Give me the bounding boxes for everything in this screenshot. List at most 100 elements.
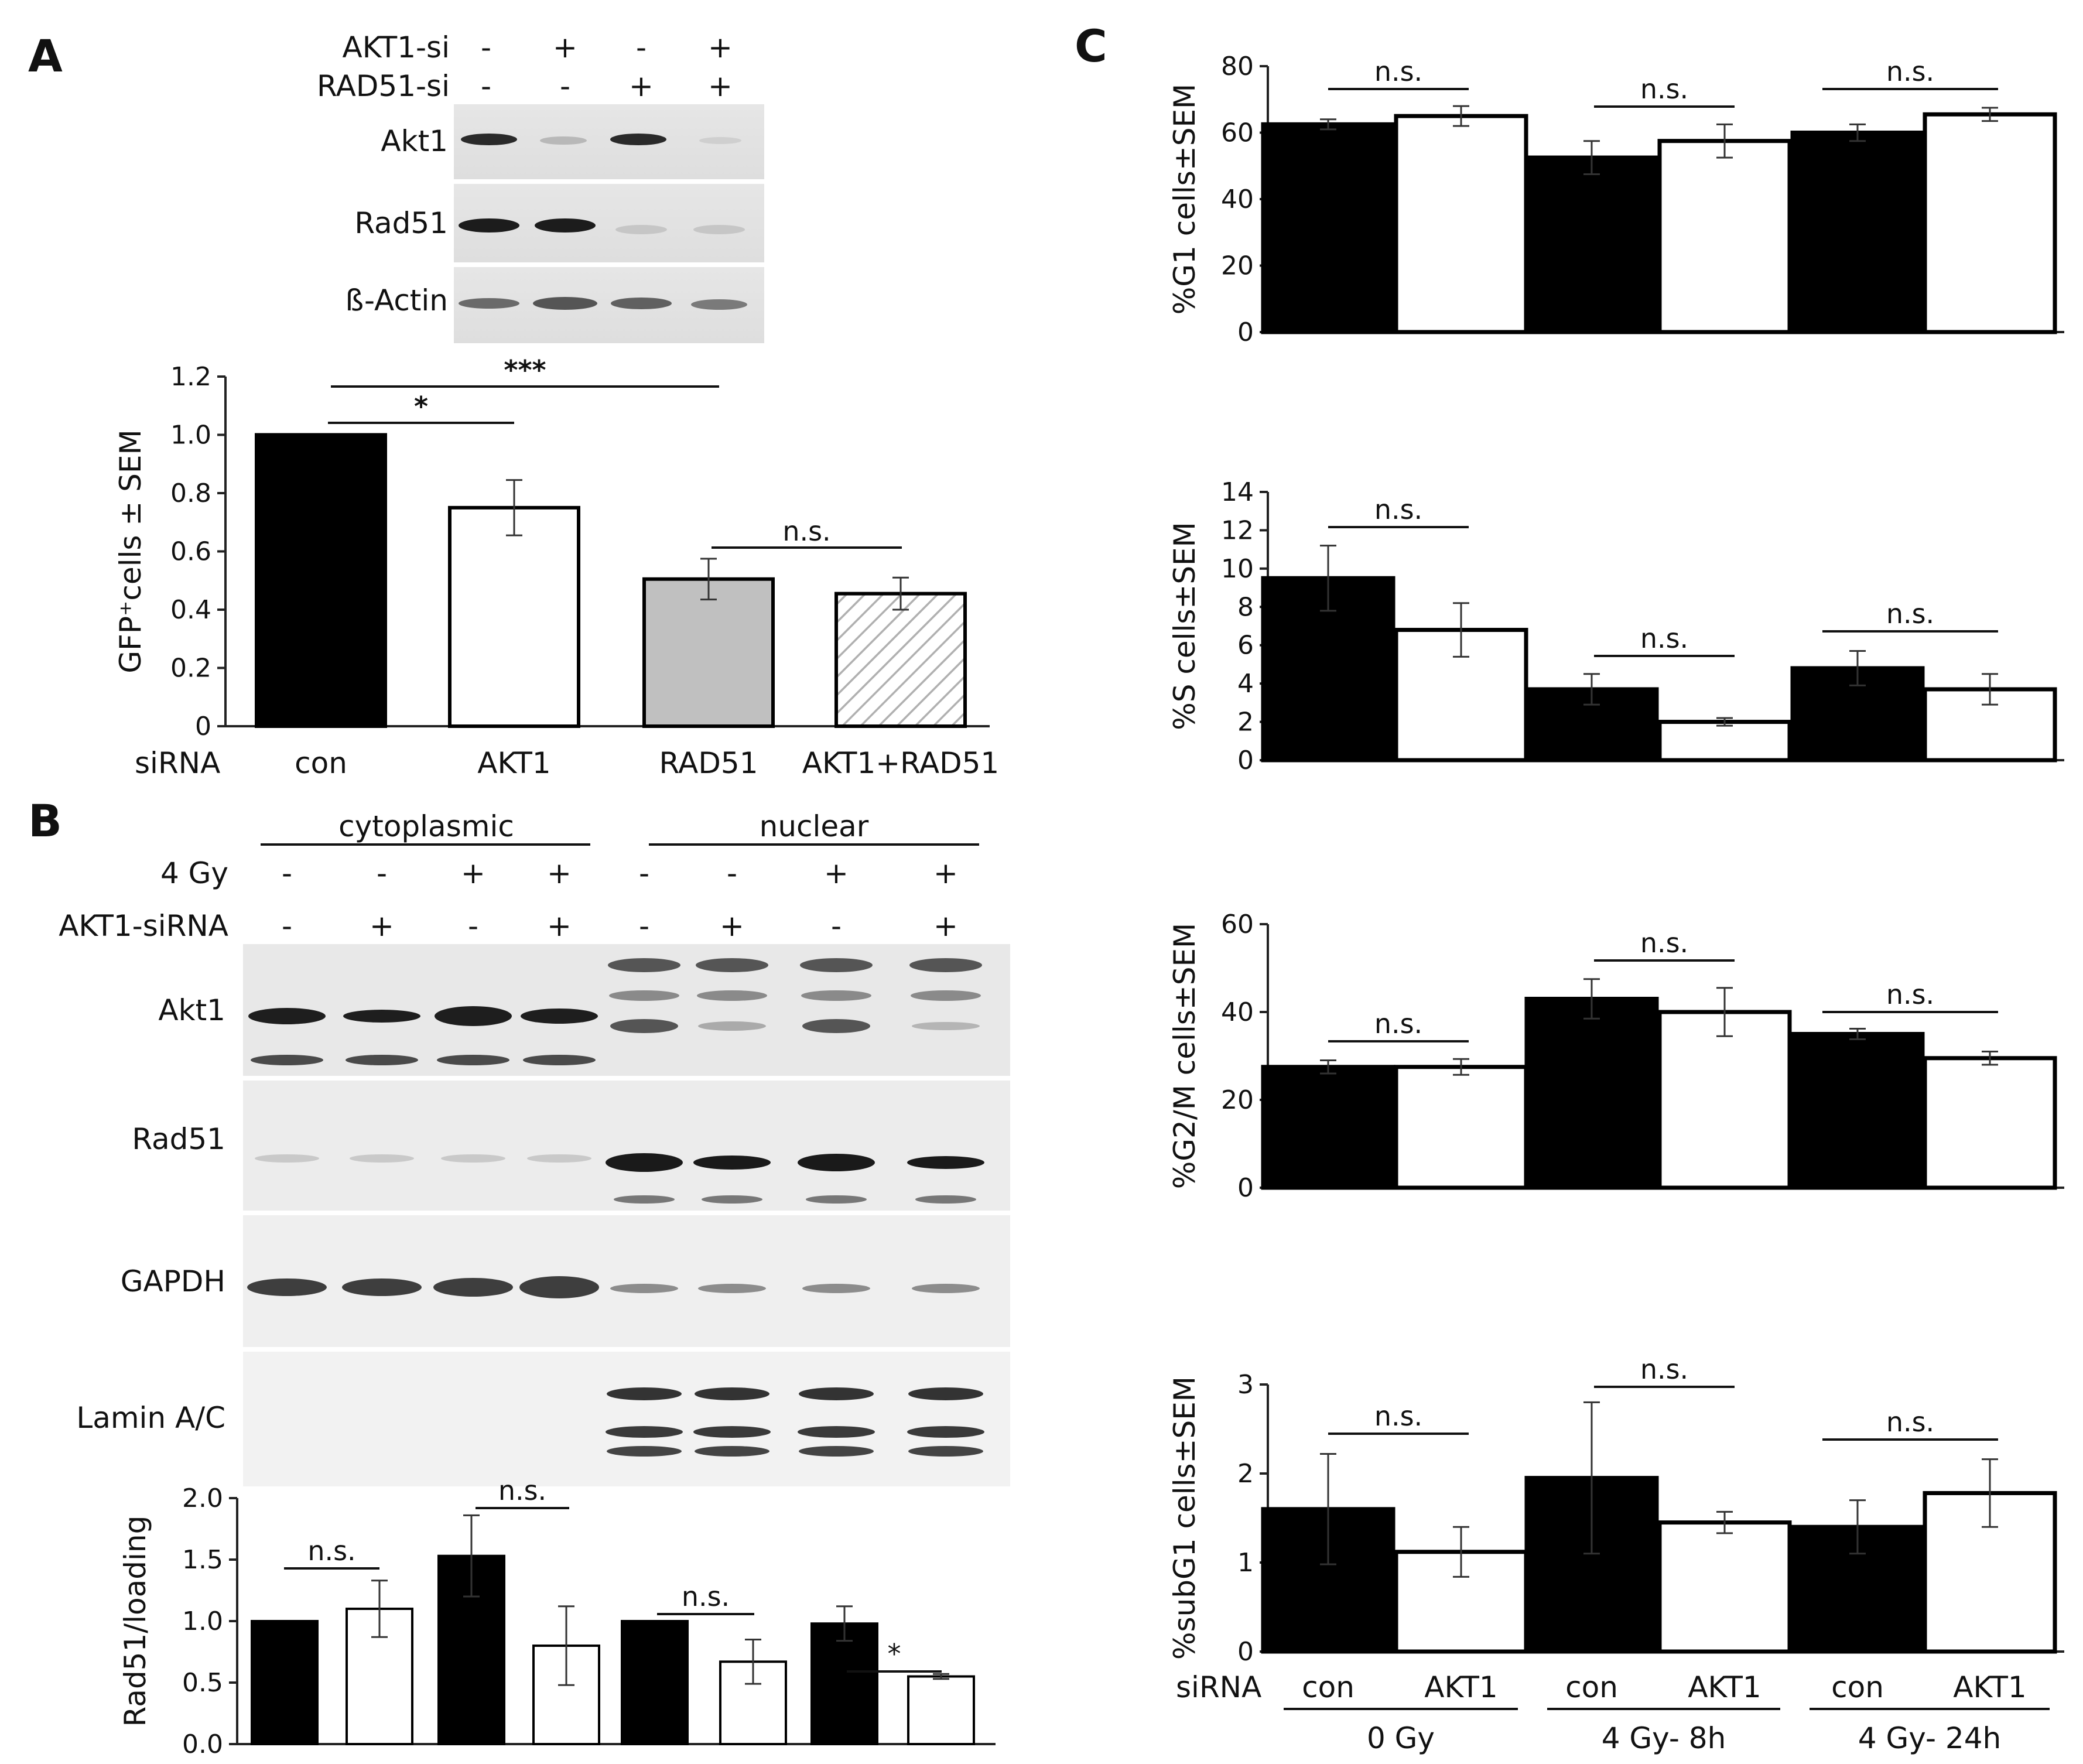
blot-b-sign: - (468, 909, 478, 943)
blot-band (342, 1278, 422, 1296)
blot-b-sign: - (831, 909, 842, 943)
blot-band (350, 1154, 414, 1163)
blot-band (702, 1195, 762, 1204)
significance-label: *** (504, 354, 546, 386)
y-tick-label: 40 (1221, 184, 1254, 214)
blot-band (610, 134, 666, 145)
x-category-label: con (295, 746, 347, 780)
blot-band (255, 1154, 319, 1163)
blot-a-condition-rad51: RAD51-si (317, 69, 450, 103)
panel-letter-b: B (28, 795, 62, 847)
blot-band (606, 1153, 683, 1172)
blot-band (695, 1387, 769, 1400)
blot-a-sign: - (481, 69, 491, 103)
panel-b-blot: cytoplasmic nuclear 4 Gy AKT1-siRNA - - + +… (59, 809, 1010, 1486)
y-tick-label: 14 (1221, 477, 1254, 507)
blot-band (908, 1446, 983, 1457)
blot-b-sign: + (720, 909, 744, 943)
blot-b-row-label: Akt1 (158, 993, 225, 1027)
blot-band (610, 1019, 678, 1033)
y-tick-label: 20 (1221, 251, 1254, 281)
blot-band (799, 1387, 874, 1400)
y-tick-label: 0.2 (170, 654, 211, 683)
blot-band (607, 1446, 682, 1457)
bar (1524, 997, 1659, 1190)
x-category-label: RAD51 (659, 746, 758, 780)
y-tick-label: 0.8 (170, 478, 211, 508)
bar (621, 1620, 689, 1745)
y-tick-label: 40 (1221, 997, 1254, 1027)
blot-band (907, 1426, 984, 1438)
significance-label: n.s. (1886, 56, 1934, 87)
y-axis-label: GFP⁺cells ± SEM (114, 429, 148, 673)
blot-b-sign: + (547, 909, 572, 943)
y-axis-label: Rad51/loading (118, 1516, 152, 1727)
y-tick-label: 6 (1237, 631, 1254, 661)
y-tick-label: 12 (1221, 515, 1254, 545)
blot-band (907, 1156, 984, 1169)
blot-b-condition-dose: 4 Gy (160, 856, 228, 890)
blot-band (461, 134, 517, 145)
significance-label: n.s. (1374, 494, 1422, 525)
y-tick-label: 2 (1237, 1459, 1254, 1489)
bar (1394, 1065, 1528, 1190)
blot-band (523, 1055, 596, 1065)
significance-label: n.s. (1640, 73, 1688, 105)
blot-band (696, 958, 768, 972)
blot-band (801, 990, 871, 1001)
bar (1790, 131, 1925, 334)
blot-band (608, 958, 680, 972)
blot-b-condition-sirna: AKT1-siRNA (59, 909, 228, 943)
y-tick-label: 3 (1237, 1370, 1254, 1400)
blot-band (606, 1426, 683, 1438)
y-tick-label: 1.0 (182, 1606, 223, 1636)
significance-label: n.s. (782, 515, 830, 547)
x-category-label: con (1302, 1670, 1355, 1704)
chart-a-gfp: 0 0.2 0.4 0.6 0.8 1.0 1.2 GFP⁺cells ± SEM con AKT… (114, 354, 999, 780)
blot-a-sign: + (629, 69, 654, 103)
y-axis-label: %S cells±SEM (1168, 522, 1202, 730)
x-category-label: con (1565, 1670, 1618, 1704)
blot-band (802, 1284, 870, 1293)
blot-b-sign: - (282, 909, 292, 943)
significance-label: n.s. (498, 1475, 546, 1506)
blot-band (346, 1055, 418, 1065)
blot-band (527, 1154, 591, 1163)
blot-a-sign: + (553, 30, 577, 64)
y-tick-label: 60 (1221, 118, 1254, 148)
bar (1790, 1032, 1925, 1190)
blot-b-fraction-cytoplasmic: cytoplasmic (338, 809, 514, 843)
y-tick-label: 0.4 (170, 595, 211, 625)
y-tick-label: 0.0 (182, 1729, 223, 1759)
x-category-label: con (1831, 1670, 1884, 1704)
significance-label: n.s. (1374, 56, 1422, 87)
blot-band (535, 218, 596, 233)
chart-c-subg1: 0 1 2 3 %subG1 cells±SEM con AKT1 con AKT1 con AKT… (1168, 1353, 2064, 1704)
blot-band (697, 990, 767, 1001)
bar (834, 592, 967, 729)
blot-a-row-label: Rad51 (354, 206, 448, 240)
bar (255, 433, 387, 728)
chart-c-s: 0 2 4 6 8 10 12 14 %S cells±SEM n.s. n.s. n.s. (1168, 477, 2064, 775)
bar (907, 1675, 975, 1745)
y-tick-label: 0.6 (170, 537, 211, 567)
bar (1657, 139, 1792, 334)
panel-letter-a: A (28, 30, 63, 82)
blot-b-sign: + (370, 909, 394, 943)
group-label: 4 Gy- 8h (1602, 1721, 1726, 1755)
bar (1923, 1056, 2057, 1190)
blot-band (343, 1010, 420, 1023)
blot-band (521, 1009, 598, 1024)
blot-band (607, 1387, 682, 1400)
bar (251, 1620, 319, 1745)
blot-b-row-label: Rad51 (132, 1122, 225, 1156)
blot-a-condition-akt1: AKT1-si (343, 30, 450, 64)
y-tick-label: 0 (1237, 1637, 1254, 1667)
blot-a-row-label: Akt1 (381, 124, 448, 158)
blot-band (693, 225, 745, 234)
blot-band (533, 297, 597, 310)
y-tick-label: 2.0 (182, 1483, 223, 1513)
bar (1657, 1520, 1792, 1654)
bar (642, 577, 775, 729)
blot-band (614, 1195, 675, 1204)
